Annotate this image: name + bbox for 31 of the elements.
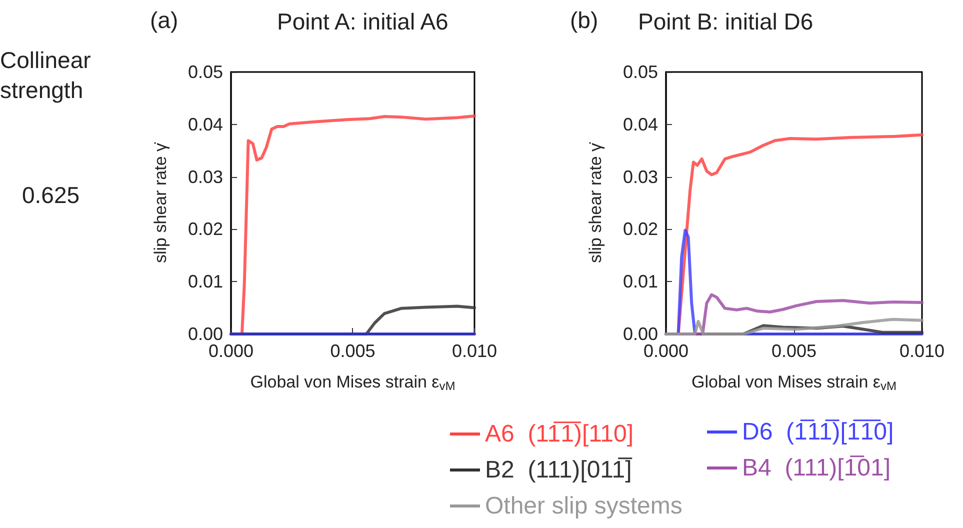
text: (a): [150, 7, 178, 33]
x-tick-label: 0.005: [771, 341, 817, 361]
text: (b): [570, 7, 598, 33]
y-tick-label: 0.01: [188, 272, 223, 292]
text: 0.625: [22, 182, 80, 208]
y-tick-label: 0.05: [188, 62, 223, 82]
y-tick-label: 0.05: [622, 62, 658, 82]
y-tick-label: 0.02: [622, 219, 658, 240]
y-tick-label: 0.03: [622, 166, 658, 187]
chart-title: Point A: initial A6: [277, 8, 448, 34]
legend-label: Other slip systems: [485, 492, 682, 520]
x-tick-label: 0.010: [899, 341, 945, 361]
y-tick-label: 0.00: [622, 324, 658, 344]
y-tick-label: 0.01: [622, 272, 658, 292]
y-tick-label: 0.02: [188, 219, 223, 240]
y-tick-label: 0.03: [188, 166, 223, 187]
x-tick-label: 0.005: [330, 341, 376, 361]
y-tick-label: 0.04: [622, 114, 658, 134]
x-tick-label: 0.000: [208, 341, 254, 361]
y-tick-label: 0.00: [188, 324, 223, 344]
y-axis-title: slip shear rate γ̇: [586, 142, 605, 263]
chart-title: Point B: initial D6: [638, 8, 814, 34]
y-axis-title: slip shear rate γ̇: [151, 142, 170, 263]
legend-label: A6 (11̅1̅)[110]: [485, 420, 634, 448]
x-tick-label: 0.000: [643, 341, 689, 361]
x-tick-label: 0.010: [452, 341, 497, 361]
legend-label: D6 (1̅11̅)[1̅1̅0]: [742, 418, 894, 446]
y-tick-label: 0.04: [188, 114, 223, 134]
text: Collinear strength: [0, 47, 98, 103]
legend-label: B2 (111)[011̅]: [485, 456, 632, 484]
legend-label: B4 (111)[1̅01]: [742, 454, 891, 482]
